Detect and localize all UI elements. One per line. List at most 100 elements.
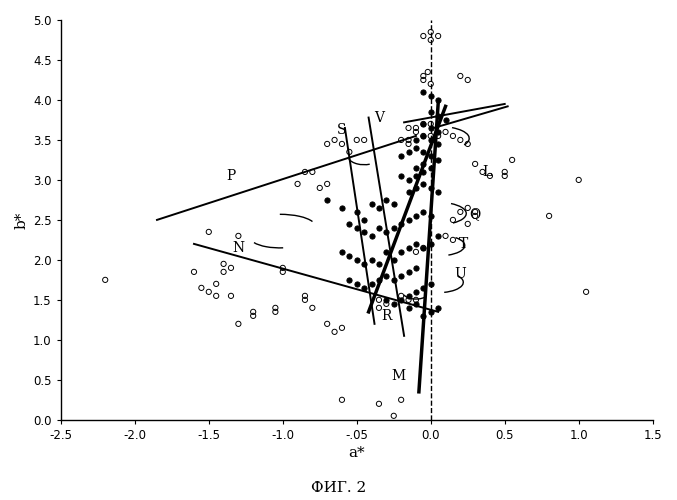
Point	[470, 208, 481, 216]
Point	[351, 208, 362, 216]
Text: M: M	[391, 369, 406, 383]
Point	[418, 168, 429, 176]
Point	[418, 148, 429, 156]
Point	[410, 184, 421, 192]
Text: T: T	[458, 237, 468, 251]
Point	[403, 188, 414, 196]
Point	[403, 176, 414, 184]
Point	[351, 256, 362, 264]
Text: V: V	[374, 110, 384, 124]
Point	[366, 232, 377, 240]
Point	[100, 276, 110, 284]
Point	[418, 132, 429, 140]
Text: U: U	[454, 268, 466, 281]
Point	[396, 248, 407, 256]
Point	[381, 228, 392, 236]
Point	[314, 184, 325, 192]
Point	[196, 284, 206, 292]
Point	[351, 136, 362, 144]
Point	[425, 36, 436, 44]
Point	[470, 160, 481, 168]
Point	[403, 296, 414, 304]
Point	[500, 168, 510, 176]
Point	[359, 136, 370, 144]
Point	[381, 300, 392, 308]
Point	[292, 180, 303, 188]
Point	[425, 132, 436, 140]
Point	[359, 216, 370, 224]
Point	[418, 244, 429, 252]
Point	[278, 264, 288, 272]
Point	[581, 288, 592, 296]
Point	[425, 308, 436, 316]
Point	[403, 136, 414, 144]
Point	[351, 280, 362, 288]
Point	[447, 216, 458, 224]
Point	[418, 312, 429, 320]
Point	[403, 244, 414, 252]
Point	[410, 128, 421, 136]
Point	[389, 276, 399, 284]
Point	[418, 208, 429, 216]
X-axis label: a*: a*	[349, 446, 365, 460]
Point	[433, 32, 443, 40]
Point	[425, 92, 436, 100]
Point	[374, 260, 385, 268]
Point	[425, 152, 436, 160]
Point	[425, 184, 436, 192]
Point	[381, 296, 392, 304]
Point	[389, 224, 399, 232]
Point	[410, 248, 421, 256]
Point	[410, 300, 421, 308]
Point	[344, 276, 355, 284]
Point	[433, 188, 443, 196]
Point	[374, 304, 385, 312]
Point	[440, 116, 451, 124]
Point	[425, 28, 436, 36]
Point	[500, 172, 510, 180]
Point	[374, 400, 385, 408]
Point	[374, 276, 385, 284]
Point	[455, 136, 466, 144]
Point	[374, 204, 385, 212]
Point	[396, 296, 407, 304]
Point	[389, 412, 399, 420]
Point	[389, 300, 399, 308]
Point	[374, 224, 385, 232]
Text: L: L	[482, 165, 492, 179]
Point	[396, 396, 407, 404]
Point	[418, 132, 429, 140]
Point	[410, 288, 421, 296]
Point	[433, 132, 443, 140]
Point	[440, 128, 451, 136]
Point	[381, 248, 392, 256]
Point	[344, 252, 355, 260]
Point	[374, 296, 385, 304]
Point	[396, 152, 407, 160]
Point	[336, 140, 347, 148]
Point	[410, 172, 421, 180]
Point	[329, 328, 340, 336]
Point	[218, 268, 229, 276]
Point	[418, 76, 429, 84]
Point	[470, 212, 481, 220]
Point	[403, 140, 414, 148]
Point	[418, 120, 429, 128]
Point	[462, 76, 473, 84]
Point	[410, 136, 421, 144]
Point	[299, 168, 310, 176]
Point	[336, 324, 347, 332]
Point	[351, 224, 362, 232]
Point	[396, 172, 407, 180]
Point	[218, 260, 229, 268]
Point	[366, 256, 377, 264]
Point	[477, 168, 488, 176]
Point	[366, 200, 377, 208]
Point	[270, 304, 281, 312]
Point	[336, 204, 347, 212]
Point	[425, 164, 436, 172]
Point	[396, 220, 407, 228]
Point	[410, 144, 421, 152]
Point	[403, 148, 414, 156]
Point	[403, 216, 414, 224]
